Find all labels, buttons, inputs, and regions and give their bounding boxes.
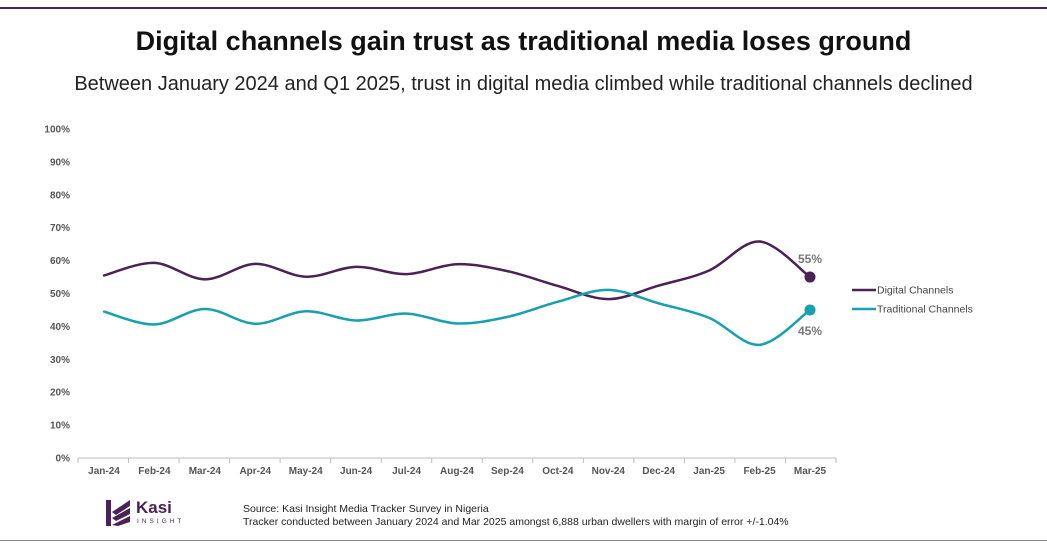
x-tick-label: Jan-25 [693,466,725,477]
legend-label-digital-channels: Digital Channels [877,285,953,297]
top-rule [0,7,1047,9]
y-tick-label: 10% [50,421,70,432]
source-note: Source: Kasi Insight Media Tracker Surve… [243,503,789,529]
x-tick-label: Aug-24 [440,466,474,477]
legend-label-traditional-channels: Traditional Channels [877,304,973,316]
logo-wordmark: Kasi [136,498,172,517]
x-tick-label: Mar-25 [794,466,827,477]
series-line-digital-channels [102,240,812,301]
end-marker-traditional-channels [804,304,816,316]
y-tick-label: 50% [50,289,70,300]
end-label-traditional-channels: 45% [798,324,822,338]
x-tick-label: Jan-24 [88,466,120,477]
y-tick-label: 70% [50,223,70,234]
source-line-1: Source: Kasi Insight Media Tracker Surve… [243,503,489,515]
x-tick-label: Apr-24 [239,466,271,477]
x-tick-label: Jun-24 [340,466,373,477]
y-tick-label: 30% [50,355,70,366]
x-tick-label: Sep-24 [491,466,524,477]
x-tick-label: Mar-24 [189,466,222,477]
source-line-2: Tracker conducted between January 2024 a… [243,516,789,528]
kasi-logo-icon [106,500,130,526]
x-tick-label: Nov-24 [592,466,626,477]
y-tick-label: 90% [50,157,70,168]
logo-subtitle: INSIGHT [137,518,185,525]
end-marker-digital-channels [804,271,816,283]
x-tick-label: Feb-24 [138,466,171,477]
y-tick-label: 40% [50,322,70,333]
y-tick-label: 20% [50,388,70,399]
x-tick-label: Dec-24 [642,466,675,477]
end-label-digital-channels: 55% [798,252,822,266]
chart-title: Digital channels gain trust as tradition… [135,26,912,56]
x-tick-label: Feb-25 [743,466,776,477]
x-tick-label: Jul-24 [392,466,421,477]
y-tick-label: 60% [50,256,70,267]
x-tick-label: May-24 [289,466,323,477]
series-line-traditional-channels [102,288,812,347]
kasi-logo: Kasi INSIGHT [104,498,214,530]
x-tick-label: Oct-24 [542,466,574,477]
chart-subtitle: Between January 2024 and Q1 2025, trust … [74,73,973,95]
y-tick-label: 100% [44,125,70,136]
bottom-rule [0,540,1047,541]
y-tick-label: 80% [50,190,70,201]
y-tick-label: 0% [56,454,71,465]
